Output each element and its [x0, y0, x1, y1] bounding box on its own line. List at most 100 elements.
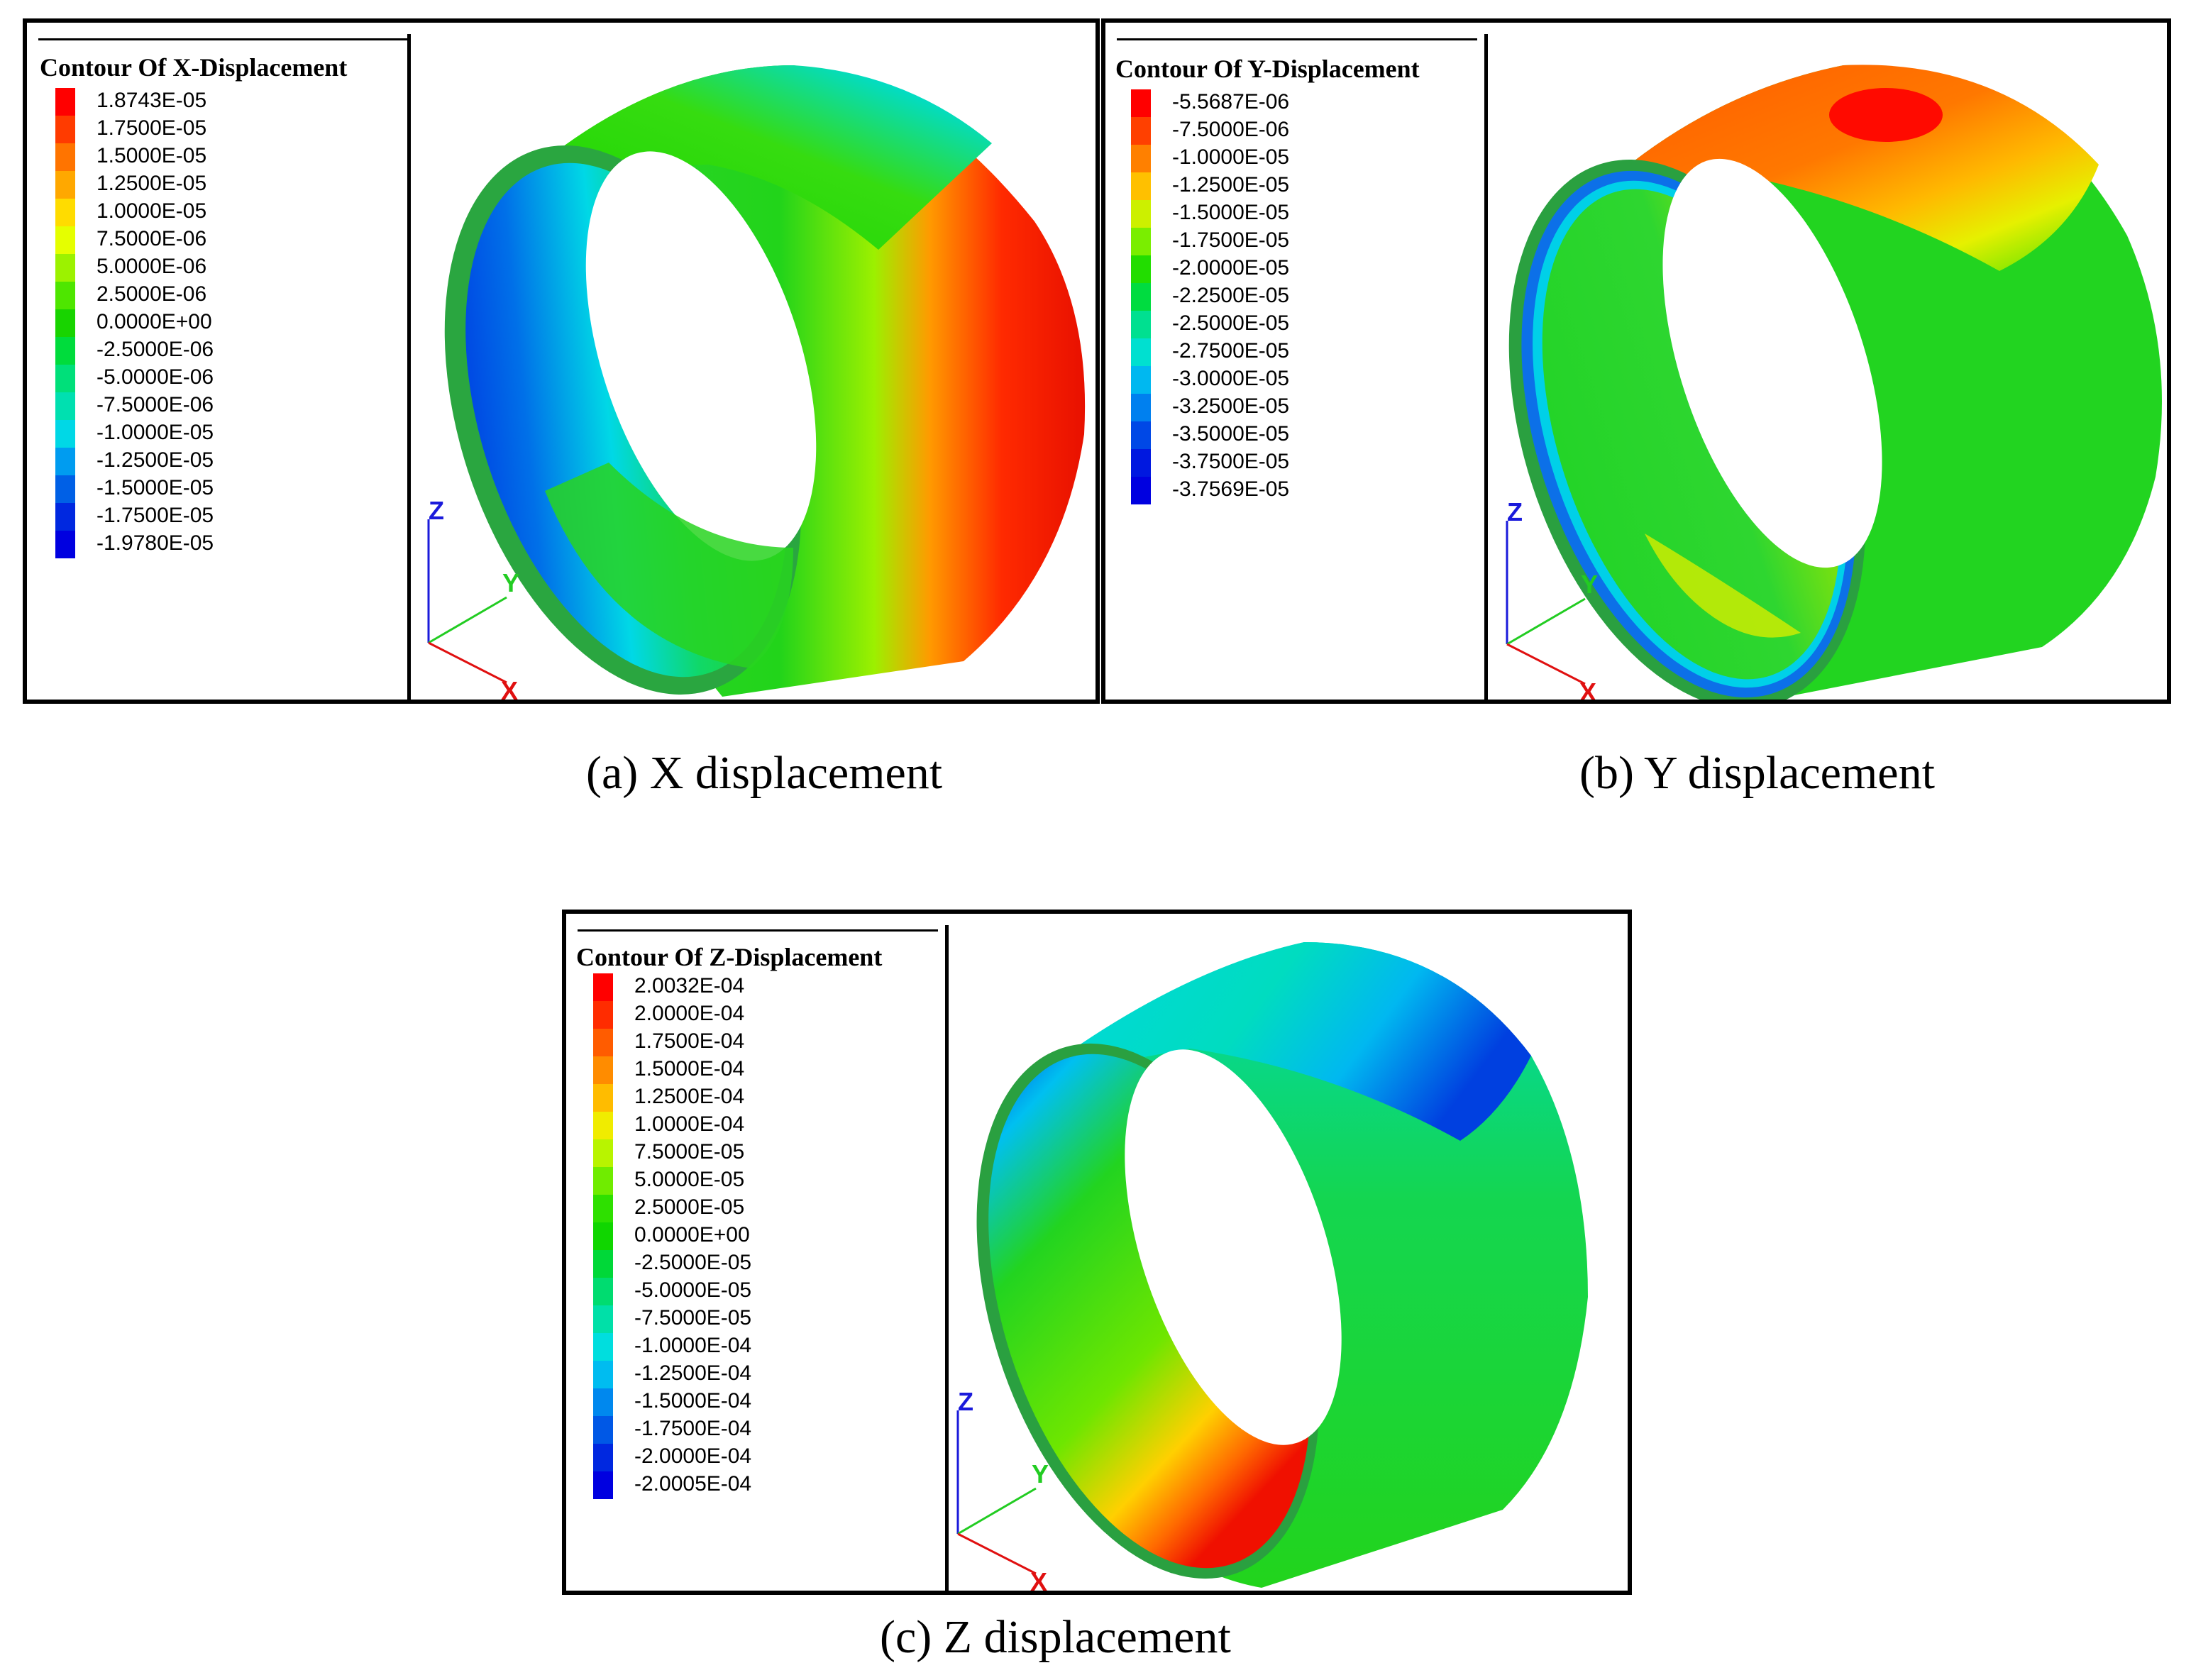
legend-label: 1.7500E-04 [634, 1029, 745, 1053]
z-displacement-contour-model [976, 942, 1588, 1588]
legend-label: -2.5000E-05 [1172, 311, 1290, 335]
legend-divider [407, 34, 411, 700]
legend-label: 1.5000E-04 [634, 1057, 745, 1081]
legend-label: 1.8743E-05 [96, 89, 207, 112]
legend-swatch [55, 143, 75, 171]
legend-divider [1484, 34, 1488, 700]
x-axis-line [428, 641, 507, 684]
x-axis-label: X [1030, 1567, 1047, 1595]
caption-a: (a) X displacement [586, 747, 943, 799]
legend-label: 1.2500E-04 [634, 1085, 745, 1108]
legend-label: -3.7569E-05 [1172, 477, 1290, 501]
legend-swatch [1131, 311, 1151, 338]
legend-swatch [55, 88, 75, 116]
legend-swatch [55, 531, 75, 558]
legend-swatch [593, 1305, 613, 1333]
legend-label: 1.7500E-05 [96, 116, 207, 140]
lower-green-zone [545, 463, 793, 668]
panel-y-displacement: Contour Of Y-Displacement -5.5687E-06 -7.… [1101, 18, 2171, 704]
legend-swatch [1131, 366, 1151, 394]
legend-label: 1.0000E-04 [634, 1112, 745, 1136]
shell-top-surface [1034, 942, 1531, 1141]
legend-swatch [593, 1250, 613, 1278]
legend-swatch [55, 171, 75, 199]
legend-swatch [55, 282, 75, 309]
legend-label: -1.7500E-04 [634, 1417, 752, 1440]
legend-label: -1.7500E-05 [96, 504, 214, 527]
legend-label: -1.0000E-05 [96, 421, 214, 444]
legend-label: -2.7500E-05 [1172, 339, 1290, 363]
bore-opening [1125, 1049, 1342, 1445]
legend-label: -1.9780E-05 [96, 531, 214, 555]
legend-label: -1.2500E-05 [96, 448, 214, 472]
legend-label: 2.0032E-04 [634, 974, 745, 998]
legend-swatch [593, 1139, 613, 1167]
legend-swatch [55, 365, 75, 392]
legend-label: -7.5000E-06 [96, 393, 214, 416]
legend-label: -3.5000E-05 [1172, 422, 1290, 446]
z-axis-label: Z [429, 496, 444, 525]
legend-swatch [1131, 338, 1151, 366]
legend-label: -1.2500E-05 [1172, 173, 1290, 197]
legend-top-rule [38, 38, 407, 40]
legend-swatch [55, 503, 75, 531]
legend-swatch [593, 1278, 613, 1305]
lower-yellow-zone [1645, 534, 1801, 638]
legend-label: -3.0000E-05 [1172, 367, 1290, 390]
legend-swatch [593, 1333, 613, 1361]
legend-swatch [55, 392, 75, 420]
y-axis-line [1506, 597, 1586, 646]
legend-label: -2.5000E-06 [96, 338, 214, 361]
legend-swatch [593, 1056, 613, 1084]
legend-swatch [593, 1195, 613, 1222]
legend-swatch [593, 1001, 613, 1029]
legend-swatch [1131, 283, 1151, 311]
max-displacement-spot [1829, 88, 1943, 142]
y-axis-label: Y [1032, 1459, 1049, 1488]
legend-label: -7.5000E-05 [634, 1306, 752, 1330]
legend-swatch [1131, 172, 1151, 200]
bore-opening [585, 151, 817, 561]
x-axis-line [957, 1532, 1037, 1575]
legend-label: 7.5000E-05 [634, 1140, 745, 1164]
legend-swatch [55, 448, 75, 475]
legend-swatch [593, 1167, 613, 1195]
legend-label: -1.5000E-05 [96, 476, 214, 499]
legend-label: 2.0000E-04 [634, 1002, 745, 1025]
legend-swatch [55, 254, 75, 282]
legend-swatch [1131, 200, 1151, 228]
legend-swatch [1131, 394, 1151, 421]
legend-label: -3.7500E-05 [1172, 450, 1290, 473]
legend-swatch [55, 420, 75, 448]
legend-label: -5.5687E-06 [1172, 90, 1290, 114]
legend-label: 7.5000E-06 [96, 227, 207, 250]
legend-swatch [55, 199, 75, 226]
legend-title: Contour Of Z-Displacement [576, 943, 883, 971]
legend-label: -3.2500E-05 [1172, 394, 1290, 418]
bore-opening [1662, 158, 1882, 568]
legend-swatch [55, 337, 75, 365]
legend-label: -1.0000E-04 [634, 1334, 752, 1357]
legend-label: -5.0000E-05 [634, 1278, 752, 1302]
legend-label: 1.5000E-05 [96, 144, 207, 167]
legend-label: -2.2500E-05 [1172, 284, 1290, 307]
legend-label: 1.2500E-05 [96, 172, 207, 195]
x-axis-label: X [1579, 678, 1596, 704]
legend-swatch [1131, 89, 1151, 117]
x-axis-line [1506, 643, 1586, 685]
legend-swatch [593, 1416, 613, 1444]
panel-x-displacement: Contour Of X-Displacement 1.8743E-05 1.75… [23, 18, 1100, 704]
legend-label: 0.0000E+00 [634, 1223, 750, 1247]
legend-swatch [1131, 255, 1151, 283]
legend-label: -2.0000E-05 [1172, 256, 1290, 280]
shell-top-surface [1588, 65, 2099, 271]
legend-swatch [593, 1084, 613, 1112]
legend-label: -1.2500E-04 [634, 1361, 752, 1385]
panel-z-displacement: Contour Of Z-Displacement 2.0032E-04 2.00… [562, 910, 1632, 1595]
legend-swatch [1131, 228, 1151, 255]
x-displacement-contour-model [444, 65, 1086, 697]
coordinate-triad: Z Y X [1506, 497, 1598, 704]
legend-label: -2.0005E-04 [634, 1472, 752, 1496]
y-axis-label: Y [502, 568, 519, 597]
legend-swatch [593, 1029, 613, 1056]
